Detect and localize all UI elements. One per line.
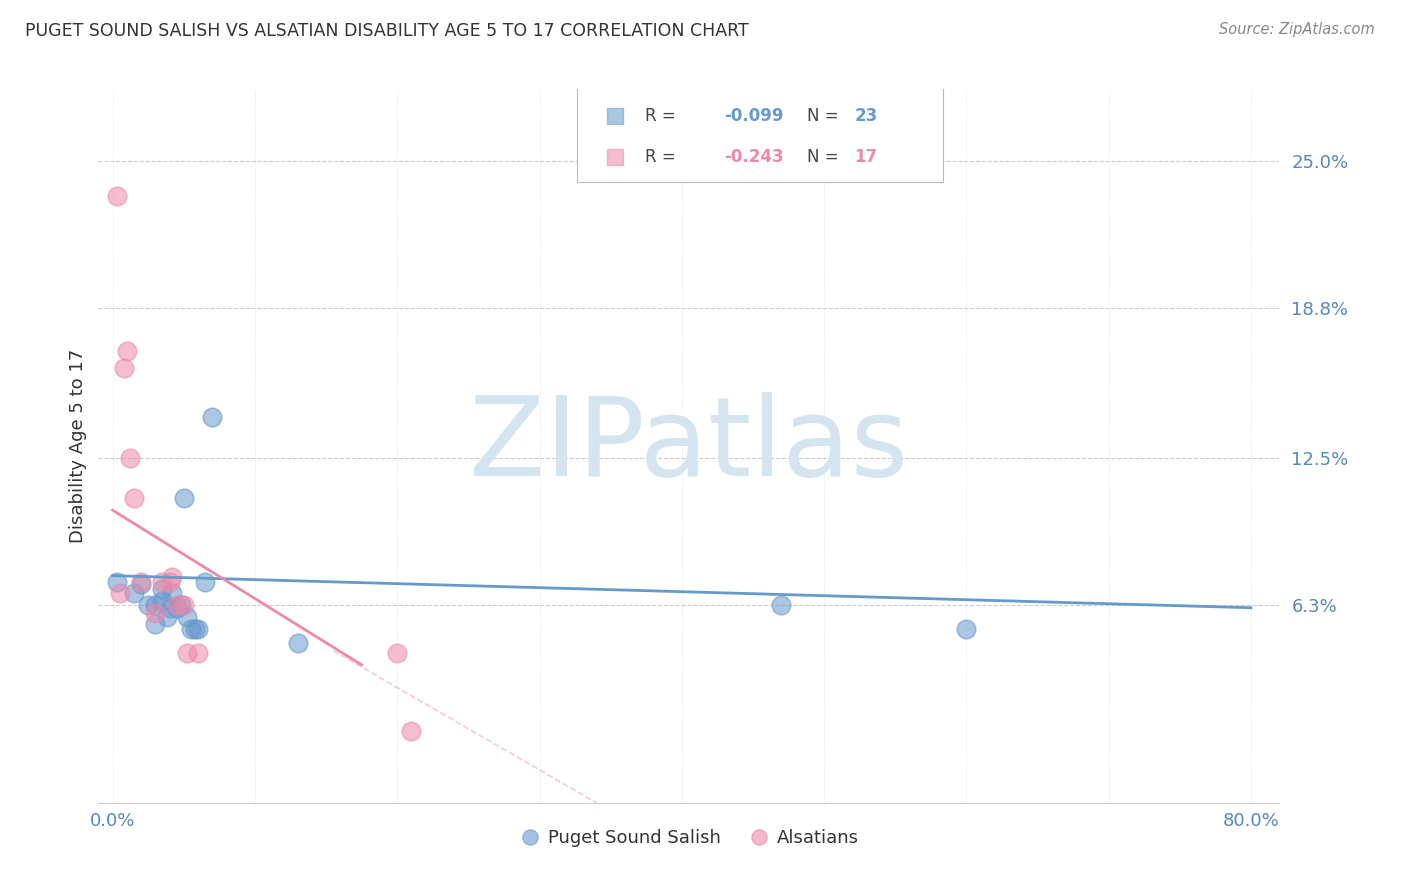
Point: [166, 599, 188, 613]
Text: N =: N =: [807, 148, 844, 166]
Text: N =: N =: [807, 107, 844, 125]
Point: [136, 599, 159, 613]
Point: [152, 582, 174, 596]
Point: [159, 600, 181, 615]
Point: [173, 491, 195, 506]
Point: [173, 599, 195, 613]
Point: [287, 636, 309, 650]
Point: [955, 622, 977, 636]
Point: [105, 189, 128, 203]
Point: [112, 360, 135, 375]
Point: [184, 622, 207, 636]
Point: [162, 570, 184, 584]
Text: R =: R =: [645, 107, 682, 125]
Point: [401, 724, 423, 739]
Text: ZIPatlas: ZIPatlas: [470, 392, 908, 500]
Text: -0.099: -0.099: [724, 107, 785, 125]
Point: [194, 574, 217, 589]
Legend: Puget Sound Salish, Alsatians: Puget Sound Salish, Alsatians: [512, 822, 866, 855]
Point: [122, 586, 145, 600]
Point: [143, 606, 166, 620]
Point: [115, 343, 138, 358]
Text: 23: 23: [855, 107, 877, 125]
Point: [118, 450, 141, 465]
Point: [152, 593, 174, 607]
Point: [170, 599, 193, 613]
Point: [122, 491, 145, 506]
Y-axis label: Disability Age 5 to 17: Disability Age 5 to 17: [69, 349, 87, 543]
Point: [143, 599, 166, 613]
Text: R =: R =: [645, 148, 682, 166]
Point: [152, 574, 174, 589]
Point: [105, 574, 128, 589]
Point: [162, 586, 184, 600]
Point: [108, 586, 131, 600]
Point: [159, 574, 181, 589]
Point: [129, 574, 152, 589]
Text: PUGET SOUND SALISH VS ALSATIAN DISABILITY AGE 5 TO 17 CORRELATION CHART: PUGET SOUND SALISH VS ALSATIAN DISABILIT…: [25, 22, 749, 40]
Point: [176, 646, 198, 660]
Point: [166, 600, 188, 615]
Point: [156, 610, 179, 624]
Point: [187, 622, 209, 636]
Point: [176, 610, 198, 624]
Point: [143, 617, 166, 632]
Point: [187, 646, 209, 660]
Point: [129, 577, 152, 591]
Text: Source: ZipAtlas.com: Source: ZipAtlas.com: [1219, 22, 1375, 37]
Point: [180, 622, 202, 636]
Point: [387, 646, 409, 660]
Point: [201, 410, 224, 425]
Text: -0.243: -0.243: [724, 148, 785, 166]
Point: [770, 599, 793, 613]
FancyBboxPatch shape: [576, 86, 943, 182]
Text: 17: 17: [855, 148, 877, 166]
